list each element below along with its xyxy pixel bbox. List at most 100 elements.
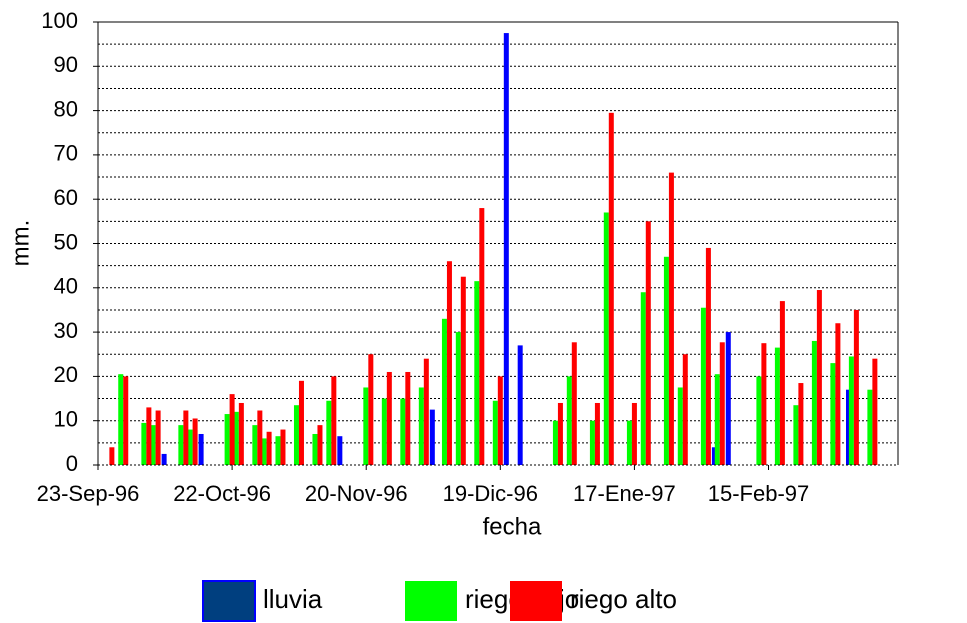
- bar: [682, 354, 688, 465]
- bar: [198, 433, 204, 465]
- legend-swatch: [510, 581, 562, 621]
- x-tick-label: 20-Nov-96: [305, 481, 408, 506]
- bar: [761, 343, 767, 465]
- bar: [719, 342, 725, 465]
- bar: [663, 256, 669, 465]
- bar: [492, 400, 498, 465]
- bar: [446, 261, 452, 465]
- bar: [229, 394, 235, 465]
- bar: [418, 387, 424, 465]
- bar: [298, 380, 304, 465]
- bar: [668, 172, 674, 465]
- bar: [594, 402, 600, 465]
- x-tick-label: 23-Sep-96: [37, 481, 140, 506]
- x-tick-label: 22-Oct-96: [173, 481, 271, 506]
- legend-swatch: [405, 581, 457, 621]
- bar: [441, 318, 447, 465]
- bar: [161, 453, 167, 465]
- bar: [503, 33, 509, 465]
- bar: [603, 212, 609, 465]
- bar: [497, 376, 503, 465]
- y-tick-label: 0: [66, 451, 78, 476]
- x-tick-label: 15-Feb-97: [708, 481, 810, 506]
- bar: [640, 292, 646, 465]
- bar: [257, 410, 263, 465]
- legend-label: riego alto: [570, 584, 677, 614]
- bar: [608, 112, 614, 465]
- y-tick-label: 80: [54, 96, 78, 121]
- bar: [557, 402, 563, 465]
- bar: [261, 438, 267, 465]
- bar: [455, 332, 461, 465]
- bar: [774, 347, 780, 465]
- bar: [846, 389, 852, 465]
- bar: [725, 332, 731, 465]
- bar: [178, 425, 184, 465]
- y-tick-label: 100: [41, 8, 78, 33]
- legend-label: lluvia: [263, 584, 323, 614]
- y-tick-label: 90: [54, 52, 78, 77]
- y-tick-label: 70: [54, 141, 78, 166]
- bar: [756, 376, 762, 465]
- y-tick-label: 60: [54, 185, 78, 210]
- bar: [146, 407, 152, 465]
- bar: [155, 410, 161, 465]
- bar: [793, 405, 799, 465]
- bar: [224, 414, 230, 465]
- bar: [293, 405, 299, 465]
- bar: [183, 410, 189, 465]
- bar: [714, 374, 720, 465]
- bar: [381, 398, 387, 465]
- bar: [830, 363, 836, 465]
- bar: [645, 221, 651, 465]
- bar: [337, 436, 343, 465]
- bar: [252, 425, 258, 465]
- bar: [266, 431, 272, 465]
- bar: [386, 371, 392, 465]
- bar: [631, 402, 637, 465]
- y-tick-label: 40: [54, 274, 78, 299]
- x-tick-label: 17-Ene-97: [573, 481, 676, 506]
- bar: [280, 429, 286, 465]
- bar: [192, 418, 198, 465]
- bar: [571, 342, 577, 465]
- bar: [798, 383, 804, 465]
- bar: [429, 409, 435, 465]
- x-axis-label: fecha: [483, 513, 542, 540]
- bar: [238, 402, 244, 465]
- bar: [233, 411, 239, 465]
- bar: [368, 354, 374, 465]
- bar: [848, 356, 854, 465]
- bar: [552, 420, 558, 465]
- bar: [816, 290, 822, 465]
- bar: [460, 276, 466, 465]
- y-tick-label: 30: [54, 318, 78, 343]
- y-tick-label: 20: [54, 362, 78, 387]
- bar: [405, 371, 411, 465]
- bar: [474, 281, 480, 465]
- bar: [700, 307, 706, 465]
- bar: [312, 433, 318, 465]
- y-axis-label: mm.: [7, 220, 34, 267]
- bar: [517, 345, 523, 465]
- bar: [326, 400, 332, 465]
- bar: [589, 420, 595, 465]
- bar: [363, 387, 369, 465]
- bar: [123, 376, 129, 465]
- bar: [872, 358, 878, 465]
- bar: [331, 376, 337, 465]
- bar: [317, 425, 323, 465]
- bar: [705, 247, 711, 465]
- bar: [187, 429, 193, 465]
- bar: [566, 376, 572, 465]
- legend-swatch: [202, 580, 256, 622]
- bar: [626, 420, 632, 465]
- bar: [835, 323, 841, 465]
- bar: [867, 389, 873, 465]
- bar: [141, 422, 147, 465]
- bar: [423, 358, 429, 465]
- bar: [711, 447, 717, 465]
- y-tick-label: 50: [54, 229, 78, 254]
- x-tick-label: 19-Dic-96: [443, 481, 538, 506]
